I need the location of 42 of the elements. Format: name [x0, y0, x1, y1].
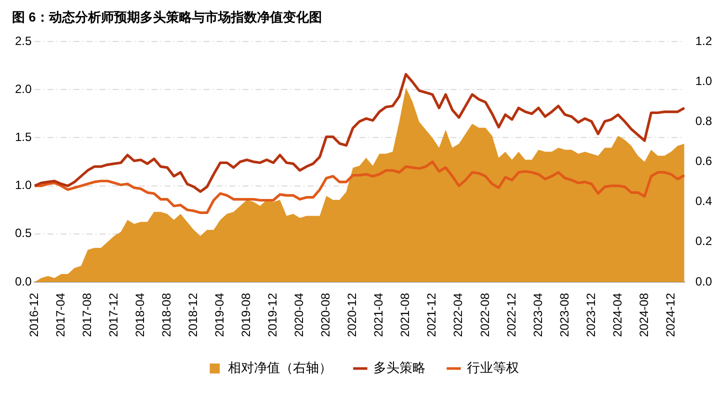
legend-label: 行业等权 — [466, 360, 519, 376]
y-tick-label: 2.0 — [14, 82, 32, 96]
x-tick-label: 2018-08 — [160, 292, 174, 338]
y2-tick-label: 1.2 — [695, 34, 712, 48]
x-tick-label: 2021-12 — [424, 292, 439, 338]
x-tick-label: 2024-08 — [636, 292, 651, 338]
x-tick-label: 2017-12 — [106, 292, 121, 338]
x-tick-label: 2023-08 — [557, 292, 572, 338]
x-tick-label: 2021-04 — [372, 292, 386, 338]
x-tick-label: 2019-04 — [212, 292, 227, 338]
y-tick-label: 0.5 — [14, 226, 32, 240]
x-tick-label: 2021-08 — [398, 292, 412, 338]
chart-title: 图 6：动态分析师预期多头策略与市场指数净值变化图 — [12, 9, 322, 24]
y2-tick-label: 0.8 — [695, 114, 712, 128]
x-tick-label: 2020-08 — [318, 292, 333, 338]
x-tick-label: 2020-04 — [292, 292, 306, 338]
x-tick-label: 2018-12 — [186, 292, 200, 338]
legend-label: 相对净值（右轴） — [228, 360, 332, 376]
x-tick-label: 2023-04 — [530, 292, 545, 338]
legend-label: 多头策略 — [373, 360, 426, 376]
x-tick-label: 2024-12 — [663, 292, 678, 338]
y2-tick-label: 0.6 — [695, 154, 712, 168]
y-tick-label: 1.5 — [14, 130, 32, 144]
y-tick-label: 0.0 — [14, 274, 32, 288]
x-tick-label: 2024-04 — [610, 292, 624, 338]
x-tick-label: 2016-12 — [26, 292, 41, 338]
x-tick-label: 2022-12 — [504, 292, 518, 338]
x-tick-label: 2019-08 — [239, 292, 254, 338]
y-tick-label: 1.0 — [14, 178, 32, 192]
y2-tick-label: 1.0 — [695, 74, 712, 88]
y2-tick-label: 0.4 — [695, 194, 712, 208]
y-tick-label: 2.5 — [14, 34, 32, 48]
x-tick-label: 2020-12 — [345, 292, 360, 338]
x-tick-label: 2018-04 — [133, 292, 148, 338]
y2-tick-label: 0.2 — [695, 234, 712, 248]
y2-tick-label: 0.0 — [695, 274, 712, 288]
x-tick-label: 2017-04 — [54, 292, 68, 338]
x-tick-label: 2022-08 — [478, 292, 492, 338]
x-tick-label: 2019-12 — [266, 292, 280, 338]
x-tick-label: 2022-04 — [451, 292, 466, 338]
x-tick-label: 2023-12 — [584, 292, 598, 338]
x-tick-label: 2017-08 — [80, 292, 94, 338]
